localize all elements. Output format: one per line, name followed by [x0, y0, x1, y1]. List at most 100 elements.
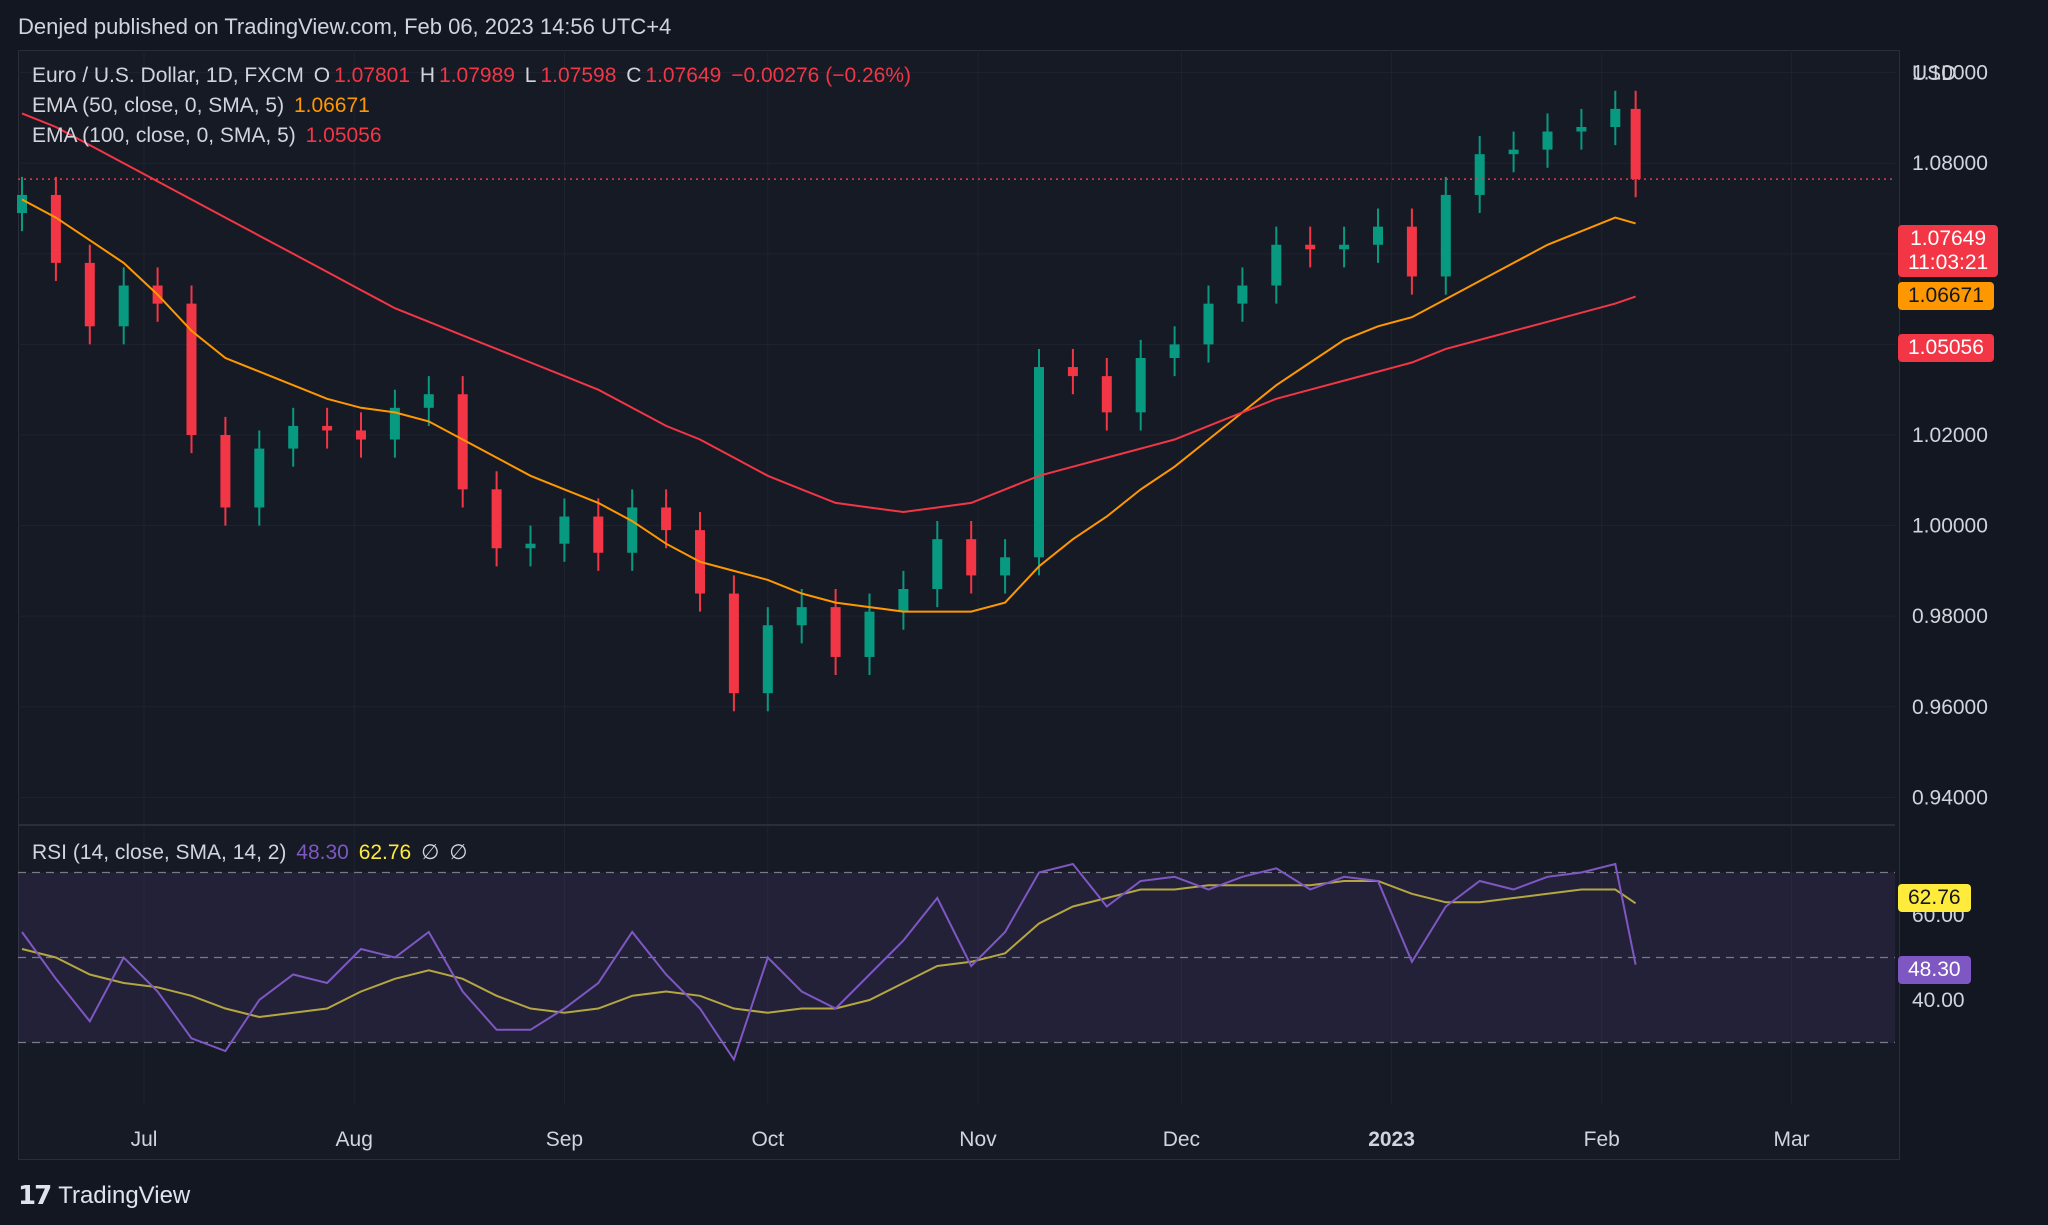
ema50-label: EMA (50, close, 0, SMA, 5)	[32, 94, 285, 117]
candle-body	[525, 543, 536, 549]
candle-body	[1067, 367, 1078, 377]
candle-body	[423, 394, 434, 408]
price-tick-label: 1.02000	[1912, 424, 1988, 447]
candle-body	[84, 262, 95, 327]
price-tick-label: 1.10000	[1912, 62, 1988, 85]
candle-body	[288, 425, 299, 449]
candle-body	[593, 516, 604, 553]
price-tick-label: 1.08000	[1912, 152, 1988, 175]
rsi-ma-tag: 62.76	[1898, 884, 1971, 912]
time-tick-label: Nov	[959, 1128, 997, 1151]
candle-body	[898, 589, 909, 612]
rsi-line	[21, 862, 1637, 1062]
time-tick-label: Jul	[131, 1128, 158, 1151]
candle-body	[627, 507, 638, 553]
change-value: −0.00276 (−0.26%)	[731, 64, 911, 87]
rsi-tick-label: 40.00	[1912, 989, 1965, 1012]
candle-body	[1440, 194, 1451, 277]
time-tick-label: Dec	[1163, 1128, 1200, 1151]
candle-body	[1406, 226, 1417, 277]
candle-body	[254, 448, 265, 508]
countdown-value: 11:03:21	[1908, 251, 1989, 274]
ema50-legend[interactable]: EMA (50, close, 0, SMA, 5) 1.06671	[32, 94, 374, 118]
open-label: O	[313, 64, 331, 87]
low-value: 1.07598	[540, 64, 617, 87]
candle-body	[1339, 244, 1350, 250]
rsi-extra-2: ∅	[449, 841, 468, 864]
candle-body	[1169, 344, 1180, 358]
candle-body	[830, 607, 841, 657]
price-tick-label: 0.98000	[1912, 605, 1988, 628]
candle-body	[1203, 303, 1214, 345]
candle-body	[932, 539, 943, 589]
ema100-tag: 1.05056	[1898, 334, 1994, 362]
rsi-label: RSI (14, close, SMA, 14, 2)	[32, 841, 287, 864]
candle-body	[1474, 154, 1485, 195]
candle-body	[1237, 285, 1248, 304]
rsi-value: 48.30	[296, 841, 349, 864]
candle-body	[796, 607, 807, 626]
candle-body	[1305, 244, 1316, 250]
candle-body	[491, 489, 502, 549]
ema100-label: EMA (100, close, 0, SMA, 5)	[32, 124, 296, 147]
candle-body	[1271, 244, 1282, 286]
candle-body	[1034, 367, 1044, 558]
time-tick-label: Aug	[336, 1128, 373, 1151]
price-tick-label: 0.96000	[1912, 696, 1988, 719]
candle-body	[457, 394, 468, 490]
candle-body	[559, 516, 570, 544]
ema100-value: 1.05056	[305, 124, 382, 147]
time-tick-label: Oct	[751, 1128, 784, 1151]
time-tick-label: Mar	[1773, 1128, 1809, 1151]
ema50-tag: 1.06671	[1898, 282, 1994, 310]
candle-body	[389, 407, 400, 440]
candle-body	[1101, 376, 1112, 413]
candle-body	[1000, 557, 1011, 576]
price-tick-label: 1.00000	[1912, 515, 1988, 538]
open-value: 1.07801	[334, 64, 411, 87]
last-price-tag: 1.07649 11:03:21	[1898, 225, 1999, 277]
time-tick-label: Feb	[1584, 1128, 1620, 1151]
high-label: H	[419, 64, 436, 87]
ema50-value: 1.06671	[293, 94, 370, 117]
high-value: 1.07989	[439, 64, 515, 87]
candle-body	[1135, 358, 1146, 413]
close-label: C	[626, 64, 642, 87]
candle-body	[322, 425, 333, 431]
time-tick-label: 2023	[1368, 1128, 1415, 1151]
ema100-line	[21, 112, 1636, 514]
candle-body	[1576, 127, 1587, 132]
symbol-name: Euro / U.S. Dollar, 1D, FXCM	[32, 64, 304, 87]
brand-name: TradingView	[58, 1181, 191, 1209]
tradingview-logo-icon: 𝟭𝟳	[18, 1180, 52, 1210]
candle-body	[356, 430, 366, 440]
candle-body	[1508, 149, 1519, 155]
candle-body	[728, 593, 739, 694]
ema100-legend[interactable]: EMA (100, close, 0, SMA, 5) 1.05056	[32, 124, 386, 148]
footer-brand[interactable]: 𝟭𝟳 TradingView	[18, 1180, 190, 1211]
ema50-line	[21, 198, 1636, 613]
candle-body	[1630, 108, 1641, 180]
candle-body	[17, 194, 27, 214]
candle-body	[1373, 226, 1383, 245]
rsi-legend[interactable]: RSI (14, close, SMA, 14, 2) 48.30 62.76 …	[32, 840, 472, 865]
low-label: L	[524, 64, 537, 87]
candle-body	[661, 507, 672, 531]
chart-frame[interactable]	[18, 50, 1900, 1160]
candle-body	[1542, 131, 1553, 150]
candle-body	[186, 303, 197, 435]
rsi-tag: 48.30	[1898, 956, 1971, 984]
candle-body	[762, 625, 773, 694]
close-value: 1.07649	[645, 64, 722, 87]
candle-body	[118, 285, 129, 327]
rsi-ma-value: 62.76	[358, 841, 412, 864]
rsi-extra-1: ∅	[421, 841, 440, 864]
price-tick-label: 0.94000	[1912, 786, 1988, 809]
time-tick-label: Sep	[546, 1128, 583, 1151]
candle-body	[864, 611, 875, 657]
publisher-note: Denjed published on TradingView.com, Feb…	[18, 14, 672, 39]
currency-label: USD	[1912, 62, 1956, 85]
candle-body	[966, 539, 977, 576]
